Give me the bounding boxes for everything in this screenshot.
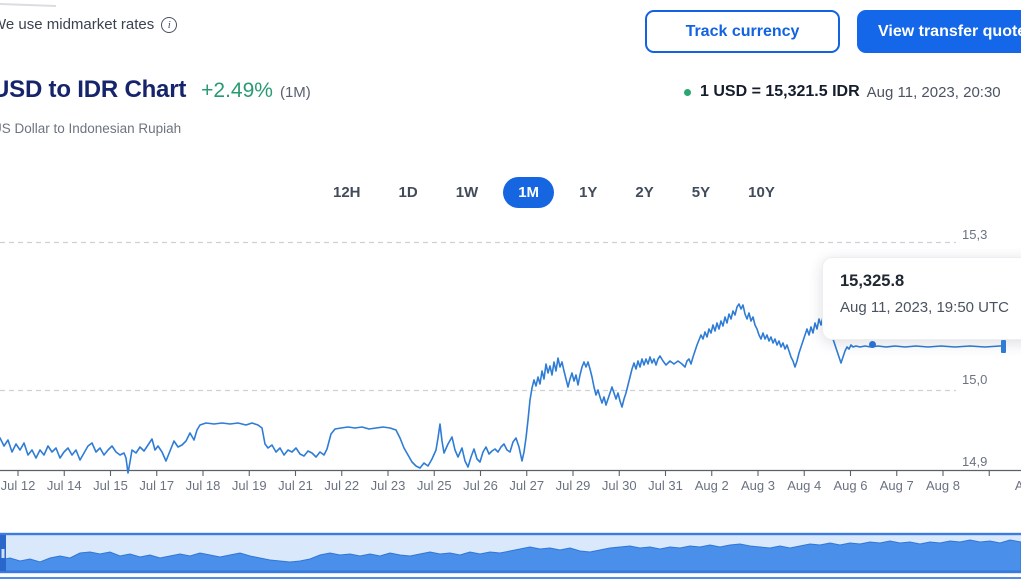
- time-range-tabs: 12H 1D 1W 1M 1Y 2Y 5Y 10Y: [314, 177, 794, 208]
- x-axis-label: Aug 4: [787, 478, 821, 493]
- x-axis-label: Aug 8: [926, 478, 960, 493]
- live-rate: 1 USD = 15,321.5 IDR Aug 11, 2023, 20:30: [684, 83, 1001, 101]
- currency-pair-subtitle: US Dollar to Indonesian Rupiah: [0, 121, 182, 136]
- x-axis-label: Jul 17: [139, 478, 174, 493]
- x-axis-label: Jul 19: [232, 478, 267, 493]
- x-axis-label: Jul 27: [509, 478, 544, 493]
- tab-5y[interactable]: 5Y: [691, 184, 711, 201]
- tooltip-value: 15,325.8: [840, 272, 905, 290]
- view-transfer-quote-button[interactable]: View transfer quote: [857, 10, 1021, 53]
- page-title: USD to IDR Chart: [0, 76, 187, 103]
- x-axis-label: Jul 30: [602, 478, 637, 493]
- current-rate: 1 USD = 15,321.5 IDR: [700, 83, 860, 100]
- rate-line-series: [0, 303, 1005, 474]
- x-axis-label: Aug 10: [1015, 478, 1021, 493]
- x-axis-label: Jul 18: [186, 478, 221, 493]
- change-period: (1M): [279, 84, 311, 101]
- x-axis-label: Jul 15: [93, 478, 128, 493]
- x-axis-label: Jul 12: [1, 478, 36, 493]
- tab-1w[interactable]: 1W: [455, 184, 479, 201]
- x-axis-label: Jul 22: [324, 478, 359, 493]
- x-axis-label: Aug 6: [834, 478, 868, 493]
- chart-header: USD to IDR Chart +2.49% (1M): [0, 76, 311, 104]
- x-axis-label: Jul 29: [556, 478, 591, 493]
- x-axis-label: Jul 23: [371, 478, 406, 493]
- tab-1m[interactable]: 1M: [503, 177, 555, 208]
- midmarket-label: We use midmarket rates: [0, 16, 155, 33]
- tab-1y[interactable]: 1Y: [579, 184, 598, 201]
- rate-timestamp: Aug 11, 2023, 20:30: [866, 83, 1001, 101]
- navigator-area-series: [0, 539, 1021, 572]
- x-axis-label: Aug 3: [741, 478, 775, 493]
- y-axis-label: 14,9: [962, 454, 987, 469]
- navigator-handle-grip: [1, 549, 5, 558]
- latest-point-marker: [1001, 340, 1006, 353]
- live-dot-icon: [684, 88, 691, 96]
- tab-12h[interactable]: 12H: [333, 184, 361, 201]
- tab-10y[interactable]: 10Y: [748, 184, 775, 201]
- percent-change: +2.49%: [201, 79, 273, 102]
- tooltip-timestamp: Aug 11, 2023, 19:50 UTC: [840, 299, 1009, 316]
- x-axis-label: Jul 31: [648, 478, 683, 493]
- x-axis-label: Jul 14: [47, 478, 82, 493]
- track-currency-button[interactable]: Track currency: [645, 10, 840, 53]
- chart-tooltip: 15,325.8 Aug 11, 2023, 19:50 UTC: [822, 257, 1021, 340]
- x-axis-label: Aug 7: [880, 478, 914, 493]
- hovered-point-marker: [869, 341, 876, 348]
- tab-1d[interactable]: 1D: [398, 184, 418, 201]
- midmarket-note: We use midmarket rates i: [0, 16, 178, 33]
- tab-2y[interactable]: 2Y: [635, 184, 654, 201]
- x-axis-label: Jul 21: [278, 478, 313, 493]
- y-axis-label: 15,0: [962, 372, 987, 387]
- info-icon[interactable]: i: [161, 16, 178, 33]
- x-axis-label: Aug 2: [695, 478, 729, 493]
- x-axis-label: Jul 25: [417, 478, 452, 493]
- y-axis-label: 15,3: [962, 227, 987, 242]
- x-axis-label: Jul 26: [463, 478, 498, 493]
